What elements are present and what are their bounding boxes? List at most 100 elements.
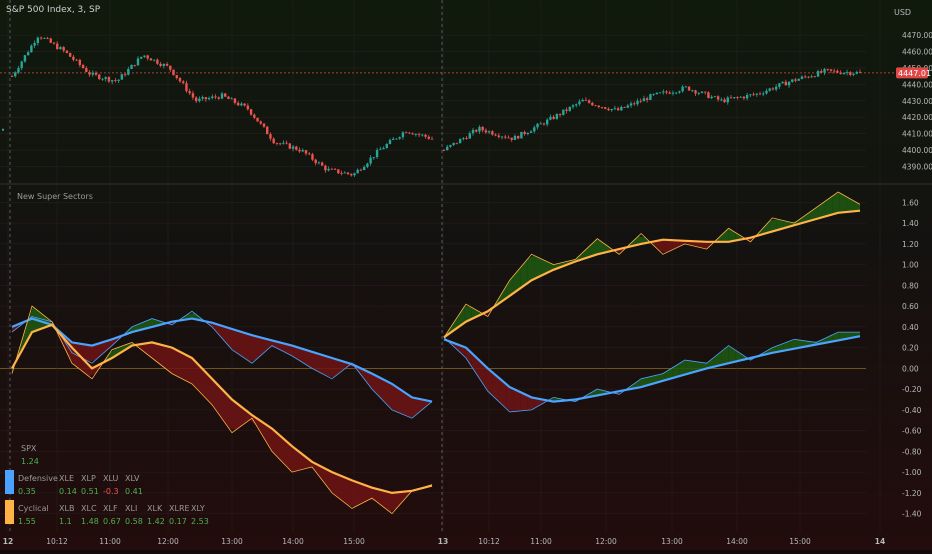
candle-body [117,79,120,81]
candle-body [291,146,295,149]
cyclical-day1-fill [334,472,341,500]
candle-body [500,136,504,138]
candle-body [337,169,340,174]
candle-body [327,168,330,171]
cyclical-day1-fill [173,348,180,378]
cyclical-day1-fill [138,343,145,353]
cyclical-day1-fill [390,492,397,513]
candle-body [849,72,852,75]
candle-body [272,138,275,144]
candle-body [549,116,552,120]
defensive-day1-fill [257,336,264,359]
cyclical-day2-fill [846,196,854,212]
candle-body [169,65,172,70]
cyclical-value-row: 1.1 1.48 0.67 0.58 1.42 0.17 2.53 [59,517,209,526]
candle-body [568,106,571,111]
candle-body [256,117,259,122]
cyclical-ticker-value: 0.67 [103,517,121,526]
cyclical-day2-fill [693,241,701,248]
candle-body [404,132,408,134]
candle-body [414,133,418,135]
candle-body [613,108,617,110]
candle-body [282,142,285,144]
candle-body [713,96,717,98]
candle-body [101,78,104,80]
candle-body [246,105,250,110]
cyclical-day1-fill [110,347,117,360]
candle-body [820,71,823,73]
defensive-ticker-value: -0.3 [103,487,119,496]
candle-body [385,143,388,148]
cyclical-day2-fill [825,196,833,217]
candle-body [159,63,162,66]
candle-body [542,123,546,125]
cyclical-smooth-line-day1 [11,323,433,495]
candle-body [85,68,88,72]
candle-body [629,103,633,106]
candle-body [520,131,523,139]
candle-body [392,138,395,140]
candle-body [185,83,188,92]
candle-body [523,131,526,135]
candle-body [584,99,588,101]
candle-body [716,96,720,100]
candle-body [211,96,214,99]
cyclical-day1-fill [278,433,285,465]
cyclical-day1-fill [145,342,152,358]
candle-body [308,153,311,155]
candle-body [398,137,401,139]
candle-body [742,96,746,99]
cyclical-day1-fill [159,344,166,369]
cyclical-day2-fill [596,239,604,255]
defensive-day2-fill [492,372,500,403]
candle-body [59,47,62,50]
candle-body [565,109,568,111]
defensive-day2-fill [714,351,722,367]
candle-body [636,100,639,105]
candle-body [642,98,646,102]
candle-body [855,71,858,74]
candle-body [694,90,697,94]
candle-body [165,63,169,66]
candle-body [382,147,385,150]
cyclical-day2-fill [520,259,528,289]
defensive-day1-fill [222,325,229,347]
candle-body [497,135,501,137]
candle-body [362,166,366,170]
candle-body [207,98,211,100]
defensive-day1-fill [313,352,320,373]
cyclical-day1-fill [82,358,89,377]
cyclical-day1-fill [348,478,355,507]
candle-body [136,58,140,66]
candle-body [845,72,849,74]
candle-body [343,172,346,174]
candle-body [484,130,488,133]
candle-body [314,159,317,164]
cyclical-day2-fill [818,201,826,219]
indicator-tick-label: 0.40 [902,323,919,332]
candle-body [494,134,497,136]
defensive-day2-fill [478,359,486,388]
candle-body [249,109,253,115]
candle-body [768,88,771,91]
candle-body [46,38,49,39]
cyclical-day1-fill [292,446,299,473]
candle-body [94,72,98,75]
cyclical-day2-fill [631,236,639,247]
time-tick-label: 13:00 [221,537,243,546]
candle-body [836,70,839,73]
candle-body [536,123,539,128]
cyclical-day2-fill [804,210,812,223]
price-candles [2,36,862,177]
candle-body [10,76,14,77]
defensive-ticker-value: 0.14 [59,487,77,496]
defensive-day2-fill [679,360,687,377]
cyclical-day1-fill [285,440,292,473]
defensive-day2-fill [728,345,736,364]
cyclical-day2-fill [853,200,860,212]
defensive-day2-fill [520,392,528,411]
candle-body [23,55,27,62]
candle-body [110,80,114,82]
candle-body [369,157,372,164]
